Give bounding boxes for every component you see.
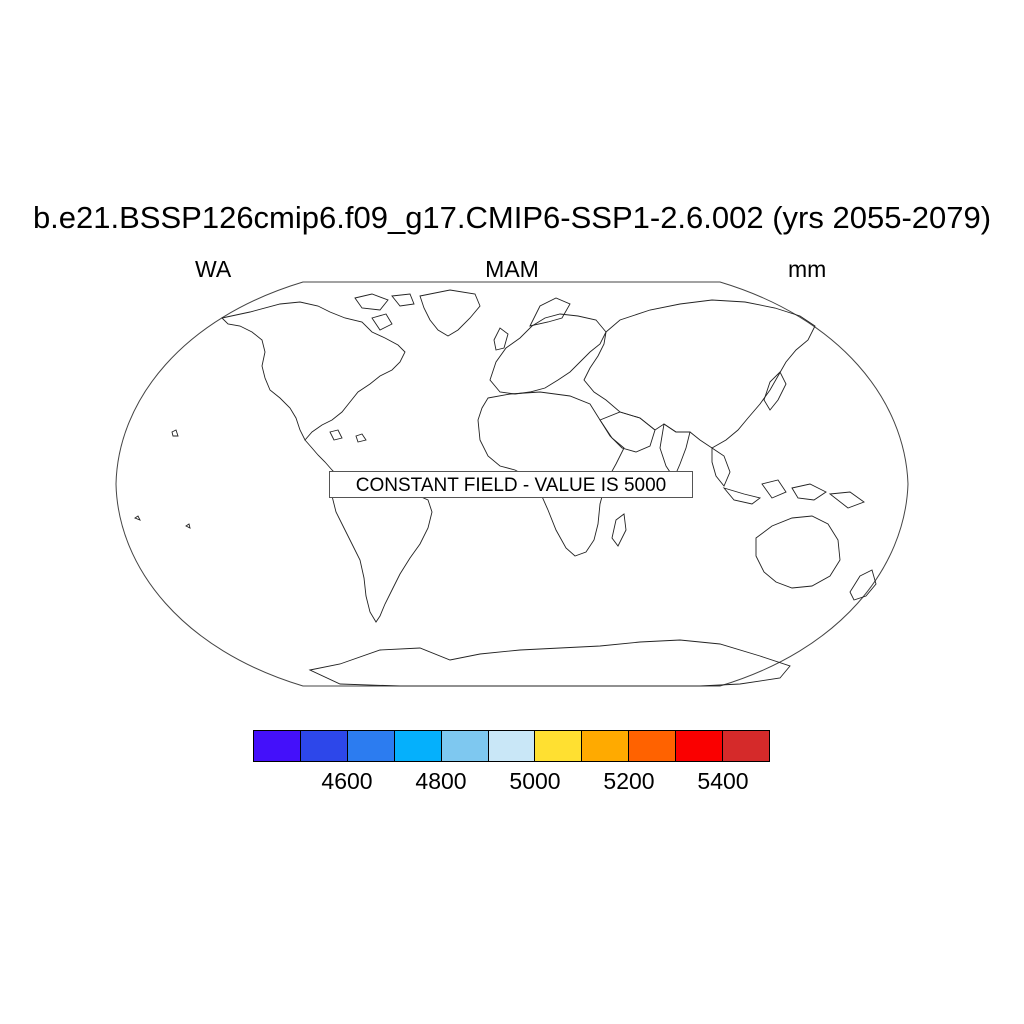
coastlines	[134, 289, 877, 687]
colorbar-swatch	[394, 731, 442, 761]
coast-australia	[755, 515, 841, 589]
colorbar-swatch	[629, 731, 677, 761]
units-label: mm	[788, 256, 827, 282]
season-label: MAM	[485, 256, 539, 282]
colorbar-swatch	[535, 731, 583, 761]
colorbar-swatch	[347, 731, 395, 761]
coast-japan	[763, 371, 787, 411]
coast-antarctica	[308, 639, 791, 687]
colorbar-tick-label: 4800	[415, 768, 467, 794]
variable-label: WA	[195, 256, 232, 282]
colorbar-swatch	[441, 731, 489, 761]
coast-africa	[477, 391, 625, 557]
colorbar-swatch	[676, 731, 724, 761]
colorbar-tick-label: 5000	[509, 768, 561, 794]
constant-field-notice: CONSTANT FIELD - VALUE IS 5000	[329, 471, 693, 498]
colorbar-swatch	[300, 731, 348, 761]
colorbar-tick-label: 5200	[603, 768, 655, 794]
colorbar-tick-label: 5400	[697, 768, 749, 794]
coast-greenland	[419, 289, 481, 337]
coast-madagascar	[611, 513, 627, 547]
plot-title: b.e21.BSSP126cmip6.f09_g17.CMIP6-SSP1-2.…	[32, 200, 992, 235]
coast-india	[659, 423, 691, 479]
coast-north-america	[221, 301, 406, 441]
colorbar-swatch	[582, 731, 630, 761]
colorbar	[253, 730, 770, 762]
colorbar-tick-label: 4600	[321, 768, 373, 794]
colorbar-swatch	[254, 731, 301, 761]
colorbar-swatch	[723, 731, 769, 761]
coast-asia	[583, 299, 816, 449]
colorbar-swatch	[488, 731, 536, 761]
coast-europe	[489, 313, 607, 395]
